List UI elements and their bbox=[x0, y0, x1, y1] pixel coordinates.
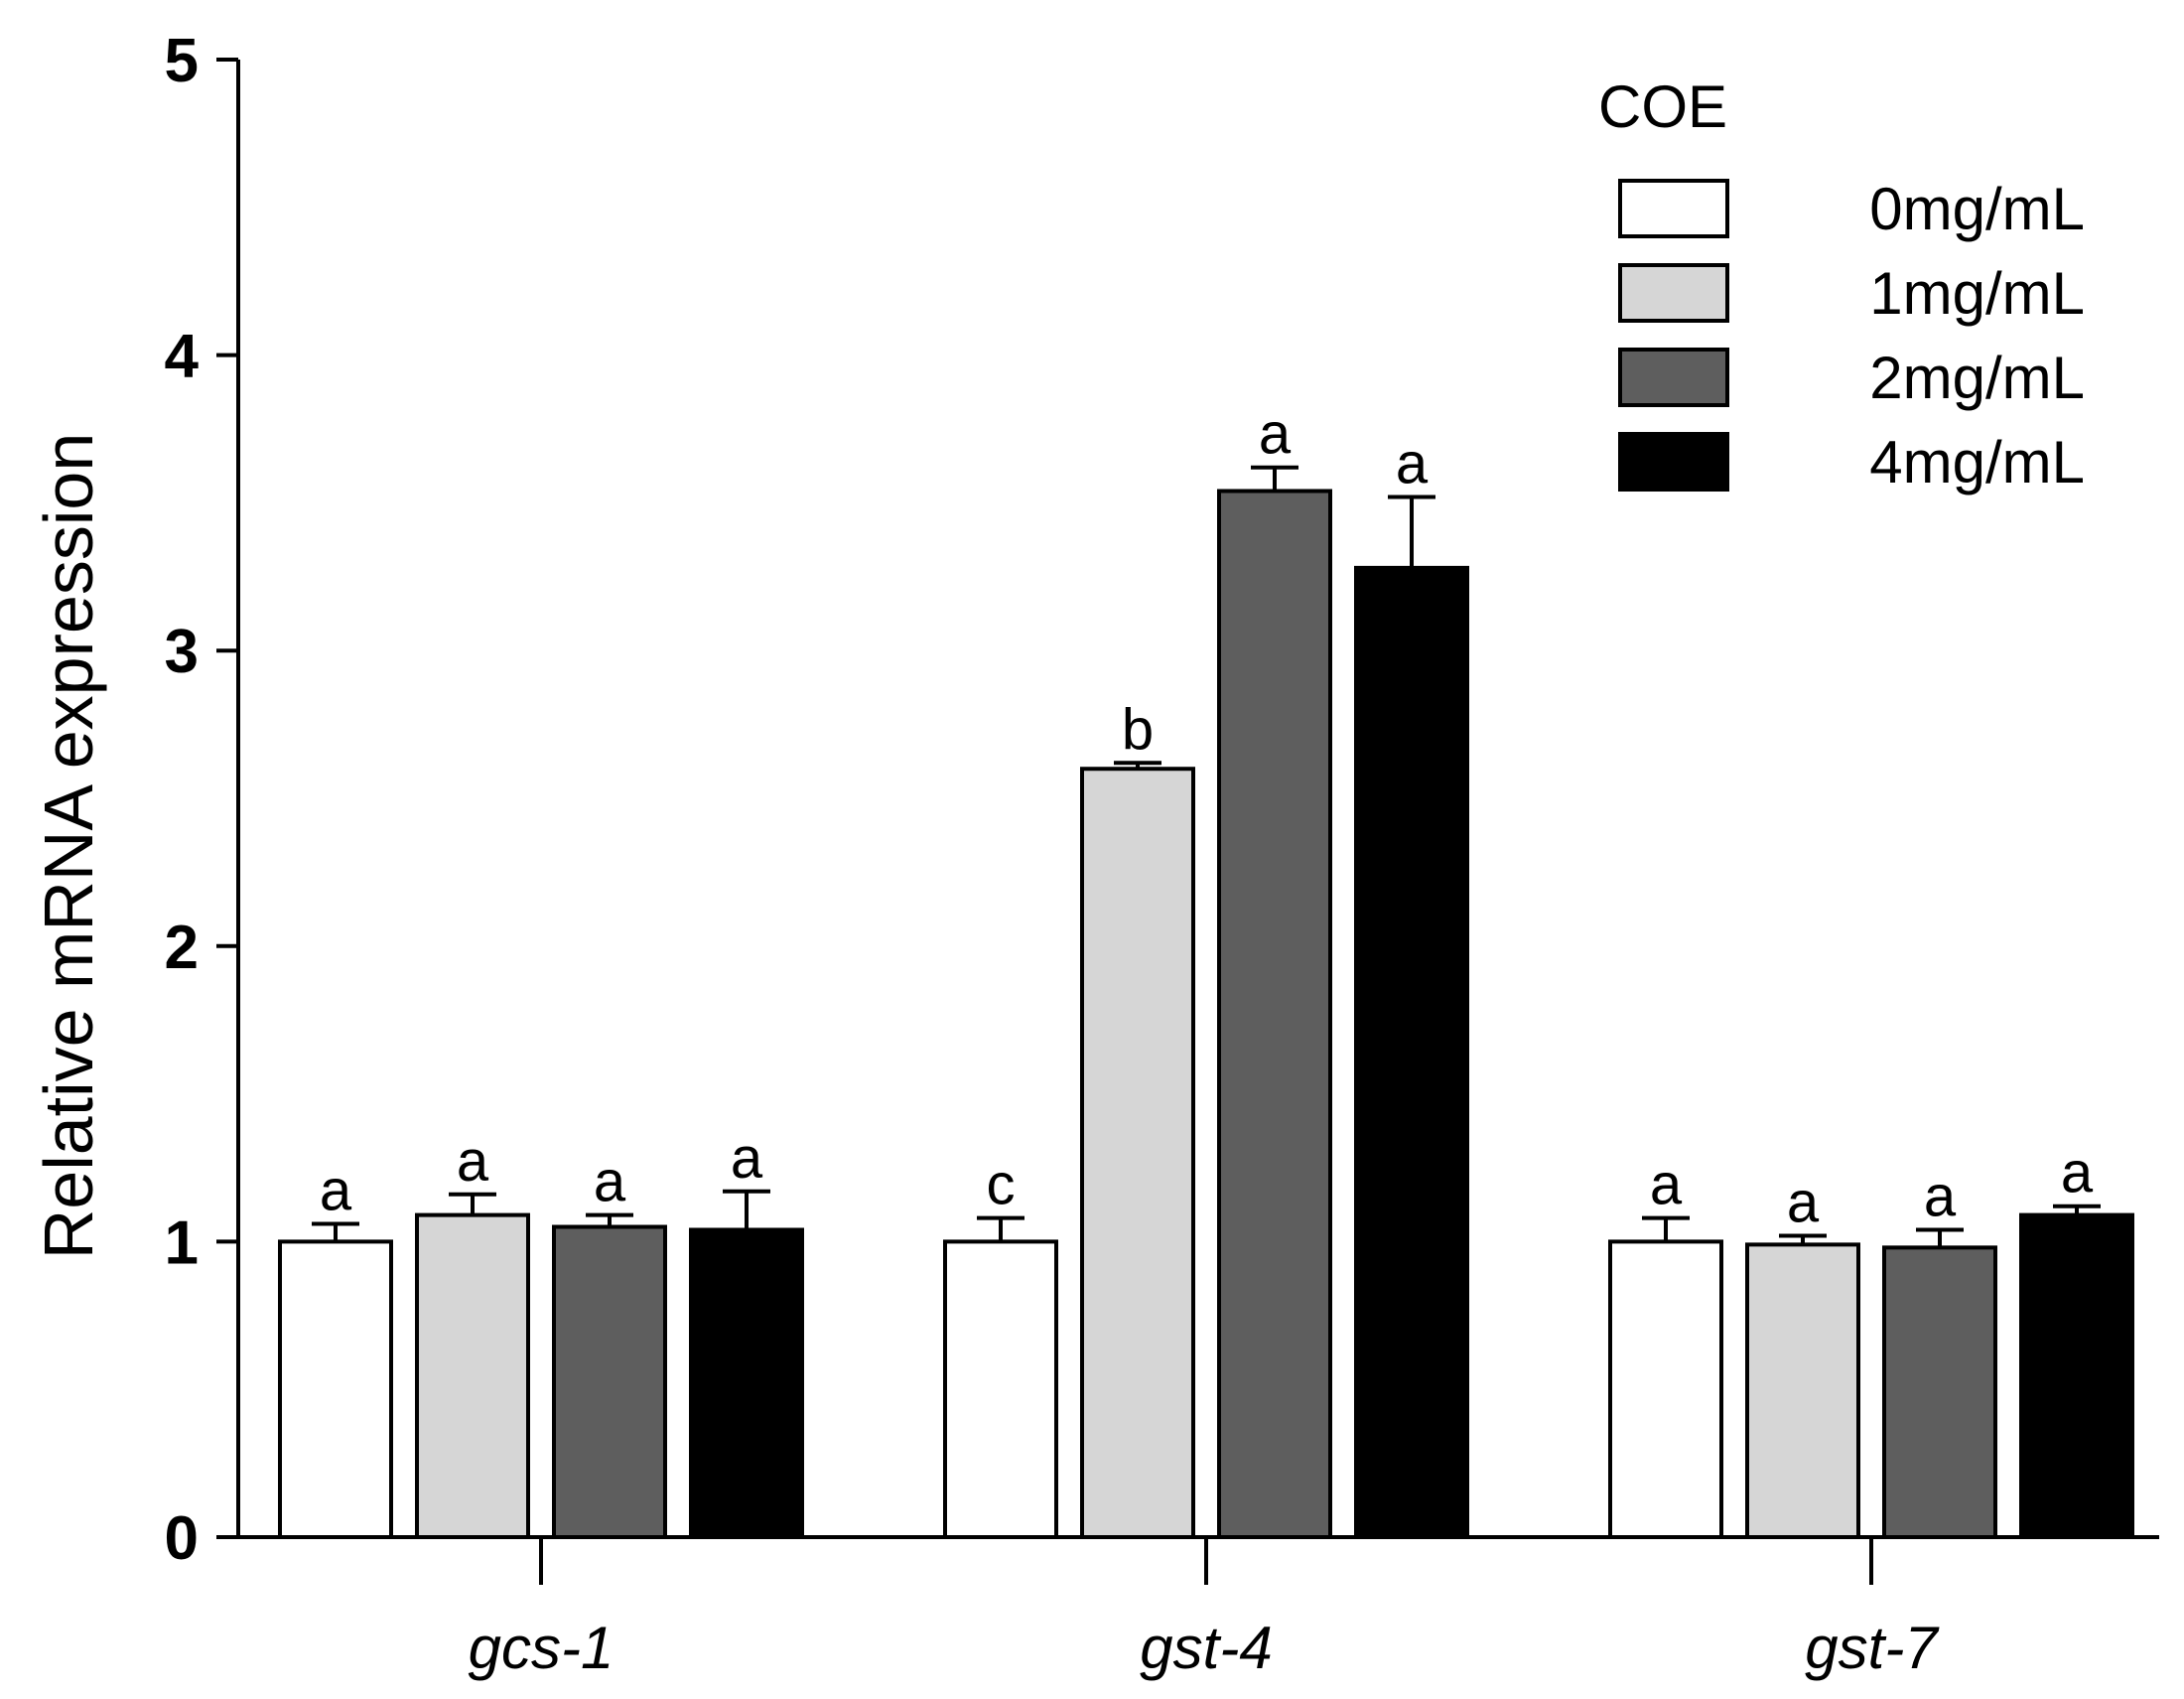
significance-label: a bbox=[1924, 1164, 1957, 1228]
bar bbox=[1608, 1239, 1723, 1540]
bar bbox=[943, 1239, 1058, 1540]
legend-swatch bbox=[1618, 179, 1729, 238]
y-tick-label: 2 bbox=[165, 914, 199, 982]
y-tick-label: 3 bbox=[165, 618, 199, 686]
bar bbox=[1745, 1242, 1860, 1539]
legend-label: 2mg/mL bbox=[1869, 345, 2085, 411]
significance-label: a bbox=[1787, 1170, 1820, 1234]
plot-area: 0 1 2 3 4 5 gcs-1 a a a a gst-4 c b a a gst-7 a a a a bbox=[165, 27, 2159, 1681]
bar bbox=[1354, 565, 1469, 1539]
bar bbox=[278, 1239, 393, 1540]
y-tick-label: 5 bbox=[165, 27, 199, 95]
bar bbox=[552, 1224, 667, 1540]
x-tick-label: gcs-1 bbox=[469, 1615, 614, 1681]
significance-label: a bbox=[457, 1129, 489, 1194]
significance-label: a bbox=[2061, 1141, 2094, 1205]
significance-label: a bbox=[1396, 431, 1429, 496]
significance-label: b bbox=[1122, 697, 1154, 762]
legend-label: 1mg/mL bbox=[1869, 260, 2085, 327]
significance-label: a bbox=[1650, 1153, 1683, 1217]
y-tick-label: 0 bbox=[165, 1504, 199, 1573]
y-axis-label: Relative mRNA expression bbox=[30, 433, 107, 1260]
significance-label: c bbox=[987, 1153, 1016, 1217]
legend: COE 0mg/mL 1mg/mL 2mg/mL 4mg/mL bbox=[1598, 73, 2085, 496]
x-tick-label: gst-7 bbox=[1805, 1615, 1940, 1681]
y-tick-label: 4 bbox=[165, 323, 200, 391]
bar bbox=[1080, 767, 1195, 1539]
bar bbox=[415, 1212, 530, 1539]
bar bbox=[2019, 1212, 2134, 1539]
legend-label: 0mg/mL bbox=[1869, 176, 2085, 242]
y-tick-label: 1 bbox=[165, 1208, 199, 1277]
legend-swatch bbox=[1618, 348, 1729, 407]
bar bbox=[1882, 1245, 1997, 1540]
significance-label: a bbox=[731, 1126, 763, 1191]
bar bbox=[689, 1227, 804, 1539]
x-tick-label: gst-4 bbox=[1140, 1615, 1272, 1681]
legend-label: 4mg/mL bbox=[1869, 429, 2085, 496]
significance-label: a bbox=[320, 1159, 352, 1223]
legend-swatch bbox=[1618, 432, 1729, 492]
legend-title: COE bbox=[1598, 73, 1727, 140]
bar bbox=[1217, 489, 1332, 1540]
significance-label: a bbox=[594, 1150, 626, 1214]
significance-label: a bbox=[1259, 402, 1292, 467]
legend-swatch bbox=[1618, 263, 1729, 323]
